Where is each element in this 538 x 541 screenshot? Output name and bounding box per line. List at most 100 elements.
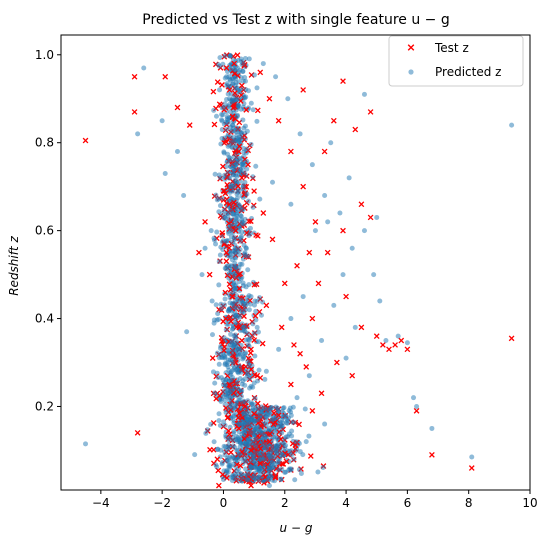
- predicted-point: [243, 94, 249, 100]
- test-point: [220, 163, 226, 170]
- predicted-point: [291, 456, 297, 462]
- predicted-point: [240, 117, 246, 123]
- predicted-point: [349, 245, 355, 251]
- predicted-point: [234, 473, 240, 479]
- test-point: [134, 429, 141, 436]
- predicted-point: [230, 326, 236, 332]
- predicted-point: [253, 317, 259, 323]
- predicted-point: [235, 137, 241, 143]
- predicted-point: [260, 452, 266, 458]
- predicted-point: [244, 146, 250, 152]
- test-point: [232, 227, 239, 234]
- predicted-point: [288, 412, 294, 418]
- predicted-point: [509, 122, 515, 128]
- predicted-point: [230, 438, 236, 444]
- predicted-point: [256, 339, 262, 345]
- predicted-point: [234, 458, 240, 464]
- predicted-point: [235, 346, 241, 352]
- test-point: [251, 281, 258, 288]
- predicted-point: [245, 373, 251, 379]
- test-point: [260, 210, 267, 216]
- test-point: [235, 271, 242, 278]
- predicted-point: [234, 97, 240, 103]
- predicted-point: [245, 439, 251, 445]
- test-point: [300, 87, 307, 93]
- predicted-point: [247, 429, 253, 435]
- predicted-point: [213, 241, 219, 247]
- test-point: [269, 236, 276, 243]
- legend: Test z Predicted z: [388, 35, 524, 87]
- predicted-point: [309, 162, 315, 168]
- legend-frame: [388, 35, 524, 87]
- predicted-point: [303, 439, 309, 445]
- predicted-point: [230, 443, 236, 449]
- test-point: [235, 414, 242, 421]
- predicted-point: [227, 109, 233, 115]
- predicted-point: [312, 228, 318, 234]
- predicted-point: [220, 61, 226, 67]
- test-point: [306, 249, 313, 256]
- predicted-point: [271, 416, 277, 422]
- predicted-point: [216, 259, 222, 265]
- predicted-point: [209, 332, 215, 338]
- predicted-point: [346, 175, 352, 181]
- predicted-point: [238, 130, 244, 136]
- predicted-point: [248, 465, 254, 471]
- predicted-point: [251, 452, 257, 458]
- predicted-point: [260, 61, 266, 67]
- predicted-point: [250, 174, 256, 180]
- predicted-point: [218, 141, 224, 147]
- predicted-point: [217, 203, 223, 209]
- predicted-point: [256, 450, 262, 456]
- predicted-point: [240, 160, 246, 166]
- predicted-point: [233, 178, 239, 184]
- predicted-point: [248, 400, 254, 406]
- predicted-point: [210, 369, 216, 375]
- predicted-point: [238, 238, 244, 244]
- test-point: [288, 148, 294, 155]
- predicted-point: [352, 324, 358, 330]
- test-point: [247, 218, 254, 225]
- test-point: [275, 117, 282, 124]
- predicted-point: [228, 91, 234, 97]
- test-point: [413, 408, 420, 414]
- predicted-point: [162, 170, 168, 176]
- predicted-point: [233, 76, 239, 82]
- test-point: [251, 337, 258, 343]
- predicted-point: [238, 106, 244, 112]
- predicted-point: [237, 166, 243, 172]
- predicted-point: [225, 117, 231, 123]
- predicted-point: [242, 55, 248, 61]
- predicted-point: [234, 113, 240, 119]
- test-point: [210, 88, 217, 95]
- predicted-point: [371, 272, 377, 278]
- predicted-point: [237, 439, 243, 445]
- predicted-point: [239, 348, 245, 354]
- predicted-point: [230, 348, 236, 354]
- predicted-point: [289, 428, 295, 434]
- predicted-point: [213, 192, 219, 198]
- predicted-point: [159, 118, 165, 124]
- predicted-point: [263, 368, 269, 374]
- predicted-point: [239, 471, 245, 477]
- predicted-point: [230, 171, 236, 177]
- predicted-point: [236, 69, 242, 75]
- predicted-point: [234, 127, 240, 133]
- predicted-point: [223, 327, 229, 333]
- test-point: [508, 335, 515, 342]
- predicted-point: [232, 264, 238, 270]
- predicted-point: [212, 390, 218, 396]
- predicted-point: [238, 235, 244, 241]
- predicted-point: [230, 461, 236, 467]
- predicted-point: [262, 376, 268, 382]
- predicted-point: [243, 302, 249, 308]
- predicted-point: [273, 74, 279, 80]
- predicted-point: [302, 406, 308, 412]
- predicted-point: [234, 211, 240, 217]
- predicted-point: [232, 283, 238, 289]
- predicted-point: [266, 483, 272, 489]
- predicted-point: [246, 307, 252, 313]
- test-point: [245, 161, 251, 168]
- test-point: [352, 126, 359, 133]
